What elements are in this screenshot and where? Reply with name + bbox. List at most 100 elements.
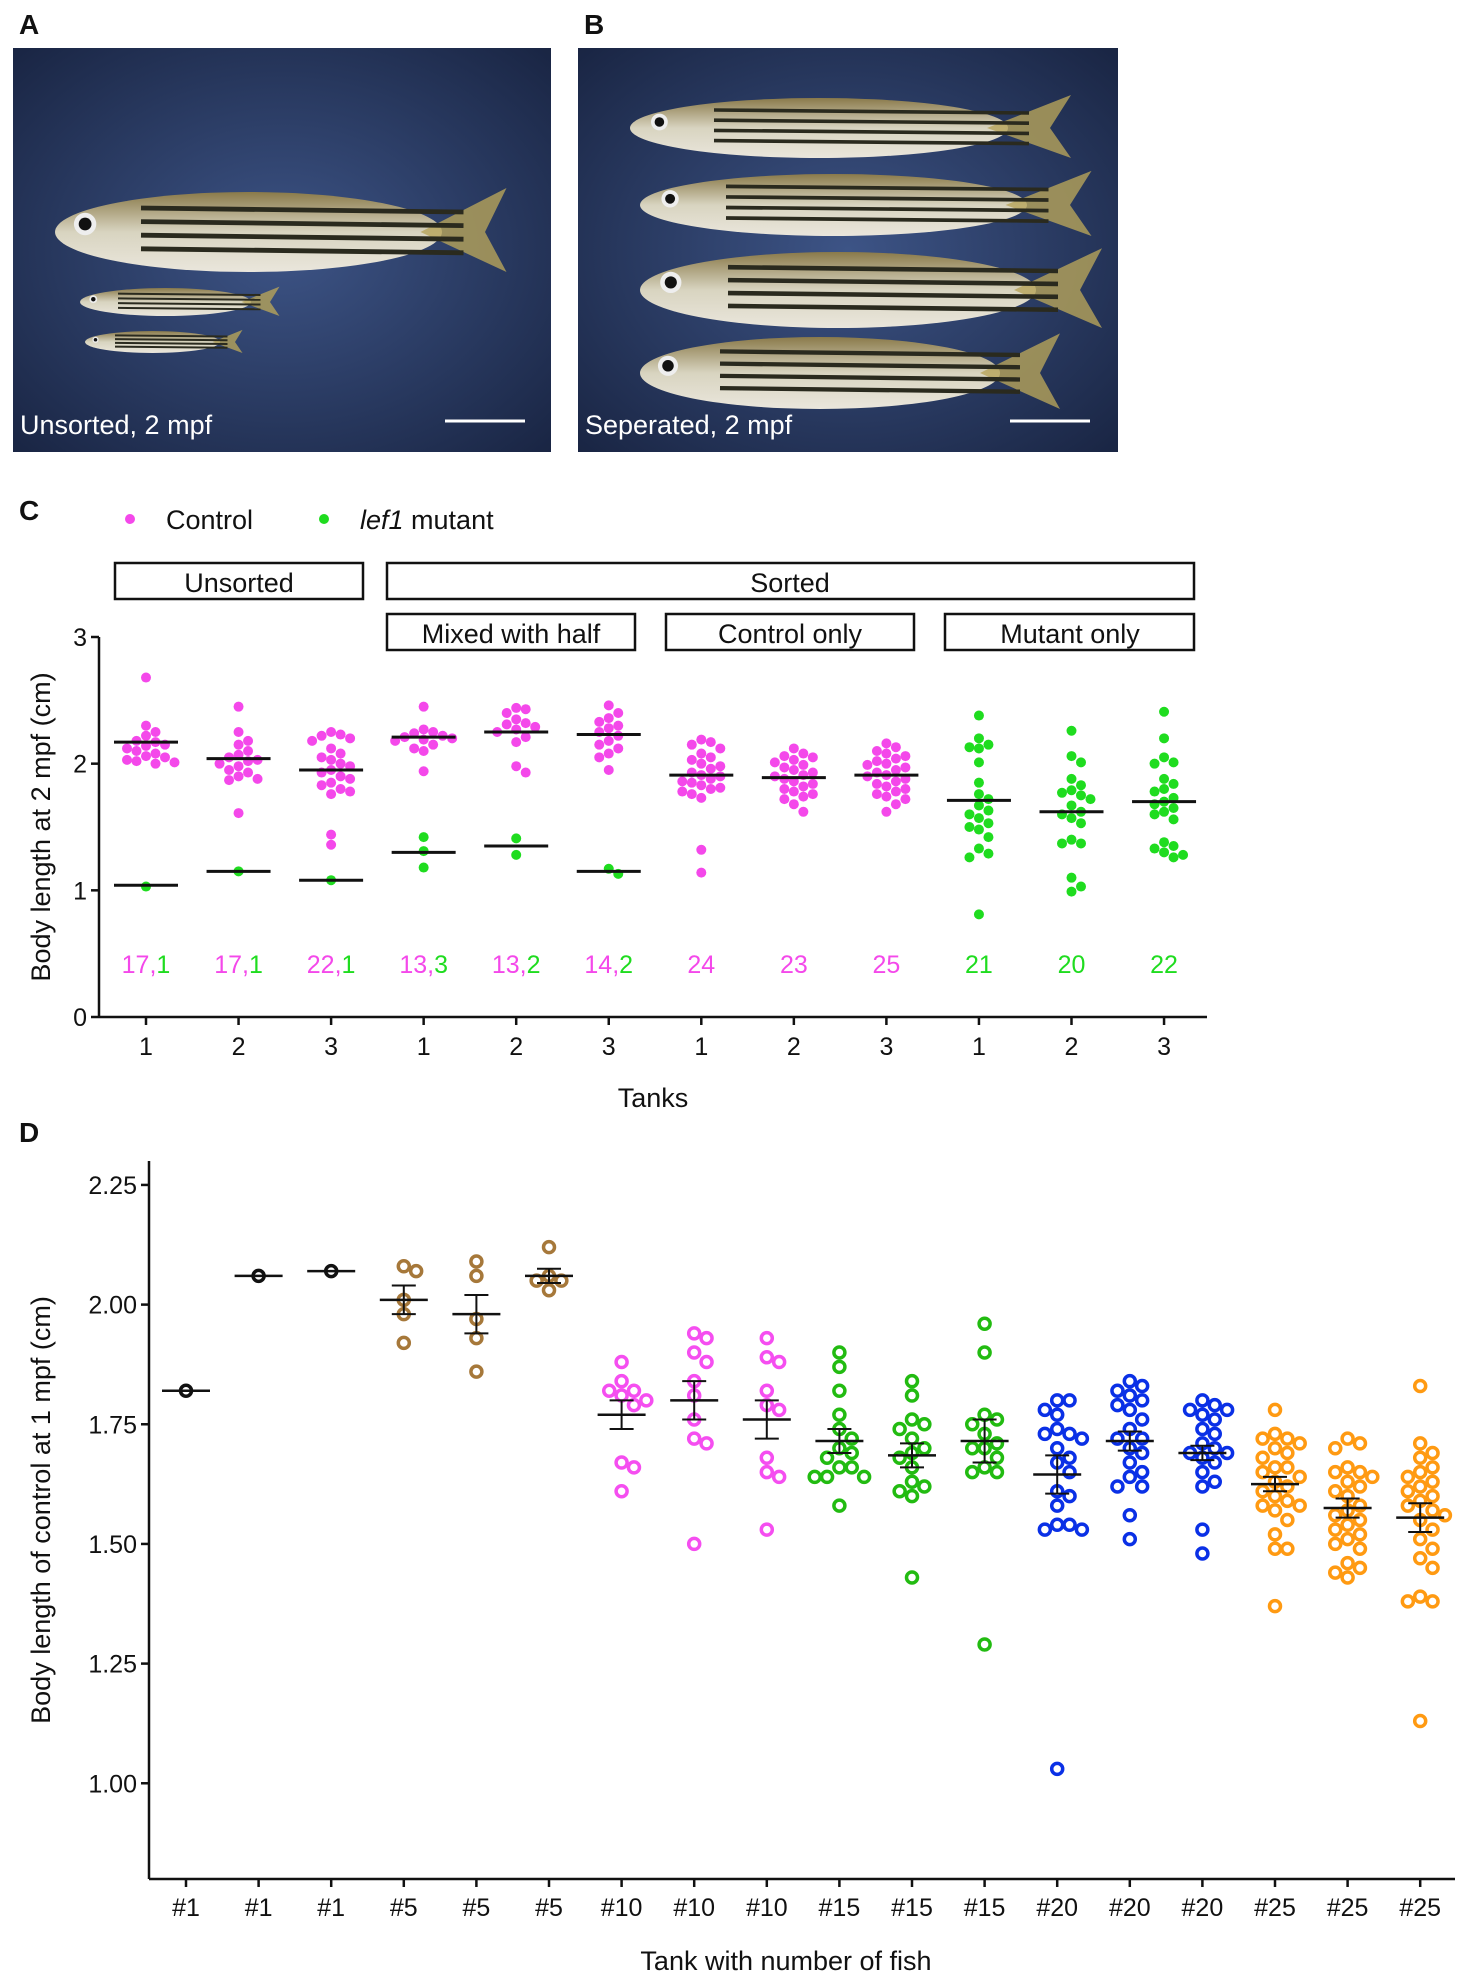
mutant-point (1178, 849, 1189, 860)
control-point (316, 730, 327, 741)
data-point (614, 1354, 629, 1370)
control-point (326, 727, 337, 737)
mutant-point (973, 777, 984, 788)
control-point (686, 777, 697, 788)
data-point (1062, 1426, 1077, 1442)
fish-tail (980, 333, 1060, 409)
control-point (788, 765, 799, 775)
data-point (1292, 1436, 1307, 1451)
control-point (871, 778, 882, 789)
control-point (316, 752, 327, 763)
data-point (1365, 1469, 1380, 1485)
control-point (890, 753, 901, 764)
fish-stripe (140, 246, 464, 256)
mutant-point (1168, 757, 1179, 768)
data-point (686, 1536, 702, 1552)
control-point (890, 786, 901, 797)
data-point (469, 1364, 484, 1379)
legend-control-label: Control (166, 505, 253, 535)
control-point (871, 756, 882, 767)
n-control: 13 (399, 951, 427, 979)
data-point (977, 1345, 992, 1360)
mutant-point (1066, 785, 1077, 796)
mutant-point (973, 824, 984, 835)
control-point (613, 708, 624, 718)
legend-mutant-suffix: mutant (404, 505, 495, 535)
control-point (150, 748, 161, 759)
data-point (1195, 1479, 1210, 1494)
n-mutant: 1 (342, 951, 356, 979)
control-point (326, 839, 337, 850)
control-point (326, 777, 337, 788)
fish (640, 333, 1060, 409)
data-point (1340, 1431, 1355, 1446)
x-tick-label: 3 (1157, 1033, 1171, 1061)
control-point (335, 784, 346, 794)
x-tick-label: 1 (972, 1033, 986, 1061)
data-point (917, 1479, 932, 1494)
data-point (1280, 1493, 1295, 1509)
control-point (603, 748, 614, 759)
data-point (1425, 1522, 1440, 1537)
n-label: 23 (780, 951, 808, 979)
x-tick-label: #25 (1399, 1894, 1441, 1922)
panel-label-d: D (19, 1117, 39, 1148)
n-control: 17 (214, 951, 242, 979)
data-point (1412, 1378, 1428, 1394)
x-tick-label: #10 (746, 1894, 788, 1922)
data-point (904, 1474, 920, 1489)
data-point (989, 1450, 1005, 1466)
x-tick-label: 1 (417, 1033, 431, 1061)
mutant-point (1066, 872, 1077, 883)
control-point (418, 746, 429, 756)
data-point (904, 1388, 920, 1403)
data-point (469, 1268, 484, 1284)
n-label: 24 (687, 951, 715, 979)
control-point (131, 746, 142, 756)
data-point (1195, 1407, 1210, 1422)
control-point (798, 781, 809, 792)
data-point (1292, 1498, 1307, 1513)
mutant-point (1076, 818, 1086, 829)
fish-stripe (727, 290, 1059, 300)
data-point (1255, 1464, 1270, 1480)
data-point (1267, 1503, 1283, 1518)
n-mutant: 2 (619, 951, 633, 979)
data-point (639, 1393, 654, 1408)
control-point (335, 758, 346, 769)
fish-pupil (665, 193, 676, 204)
data-point (1122, 1531, 1138, 1547)
data-point (1049, 1407, 1065, 1422)
data-point (1219, 1402, 1235, 1418)
data-point (1110, 1383, 1125, 1399)
data-point (1400, 1498, 1416, 1513)
data-point (832, 1498, 847, 1513)
data-point (469, 1254, 484, 1269)
control-point (243, 746, 254, 756)
fish-body (85, 331, 220, 353)
data-point (1255, 1431, 1270, 1446)
control-point (141, 672, 151, 683)
x-tick-label: #10 (601, 1894, 643, 1922)
chart-d: 1.00 1.25 1.50 1.75 2.00 2.25 #1 #1 #1 #5 #5 #5 #10 #… (88, 1161, 1455, 1922)
mutant-point (1076, 881, 1086, 892)
control-point (705, 763, 716, 774)
control-point (613, 720, 624, 731)
x-tick-label: #5 (390, 1894, 418, 1922)
data-point (1425, 1460, 1440, 1475)
data-point (408, 1263, 424, 1279)
legend-mutant-label: lef1 mutant (360, 505, 494, 535)
n-label: 17,1 (214, 951, 263, 979)
data-point (1134, 1479, 1150, 1494)
box-sorted (385, 561, 1196, 601)
chart-c-xlabel: Tanks (618, 1083, 689, 1113)
control-point (890, 765, 901, 775)
control-point (409, 743, 420, 754)
control-point (530, 721, 541, 732)
data-point (1195, 1464, 1210, 1480)
data-point (1267, 1598, 1283, 1614)
data-point (1195, 1522, 1210, 1537)
data-point (1425, 1474, 1440, 1489)
data-point (1412, 1589, 1428, 1604)
fish-tail (987, 95, 1071, 158)
